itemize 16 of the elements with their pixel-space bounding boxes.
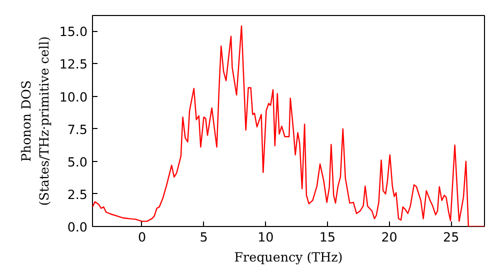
x-tick-label: 15 — [319, 230, 336, 244]
x-tick-label: 20 — [381, 230, 398, 244]
y-tick-label: 15.0 — [59, 24, 88, 40]
x-tick-label: 10 — [258, 230, 274, 244]
y-tick-label: 12.5 — [59, 56, 88, 72]
x-tick-label: 0 — [138, 230, 146, 244]
line-series — [92, 25, 484, 226]
x-tick-label: 25 — [443, 230, 460, 244]
y-tick-label: 0.0 — [67, 220, 88, 234]
y-tick-label: 7.5 — [67, 122, 88, 137]
y-tick-label: 2.5 — [67, 186, 88, 202]
y-tick-label: 5.0 — [67, 154, 88, 170]
y-axis-title: Phonon DOS (States/THz·primitive cell) — [18, 36, 52, 206]
x-axis-title: Frequency (THz) — [234, 250, 343, 264]
y-tick-label: 10.0 — [59, 89, 88, 104]
x-tick-label: 5 — [200, 230, 208, 244]
